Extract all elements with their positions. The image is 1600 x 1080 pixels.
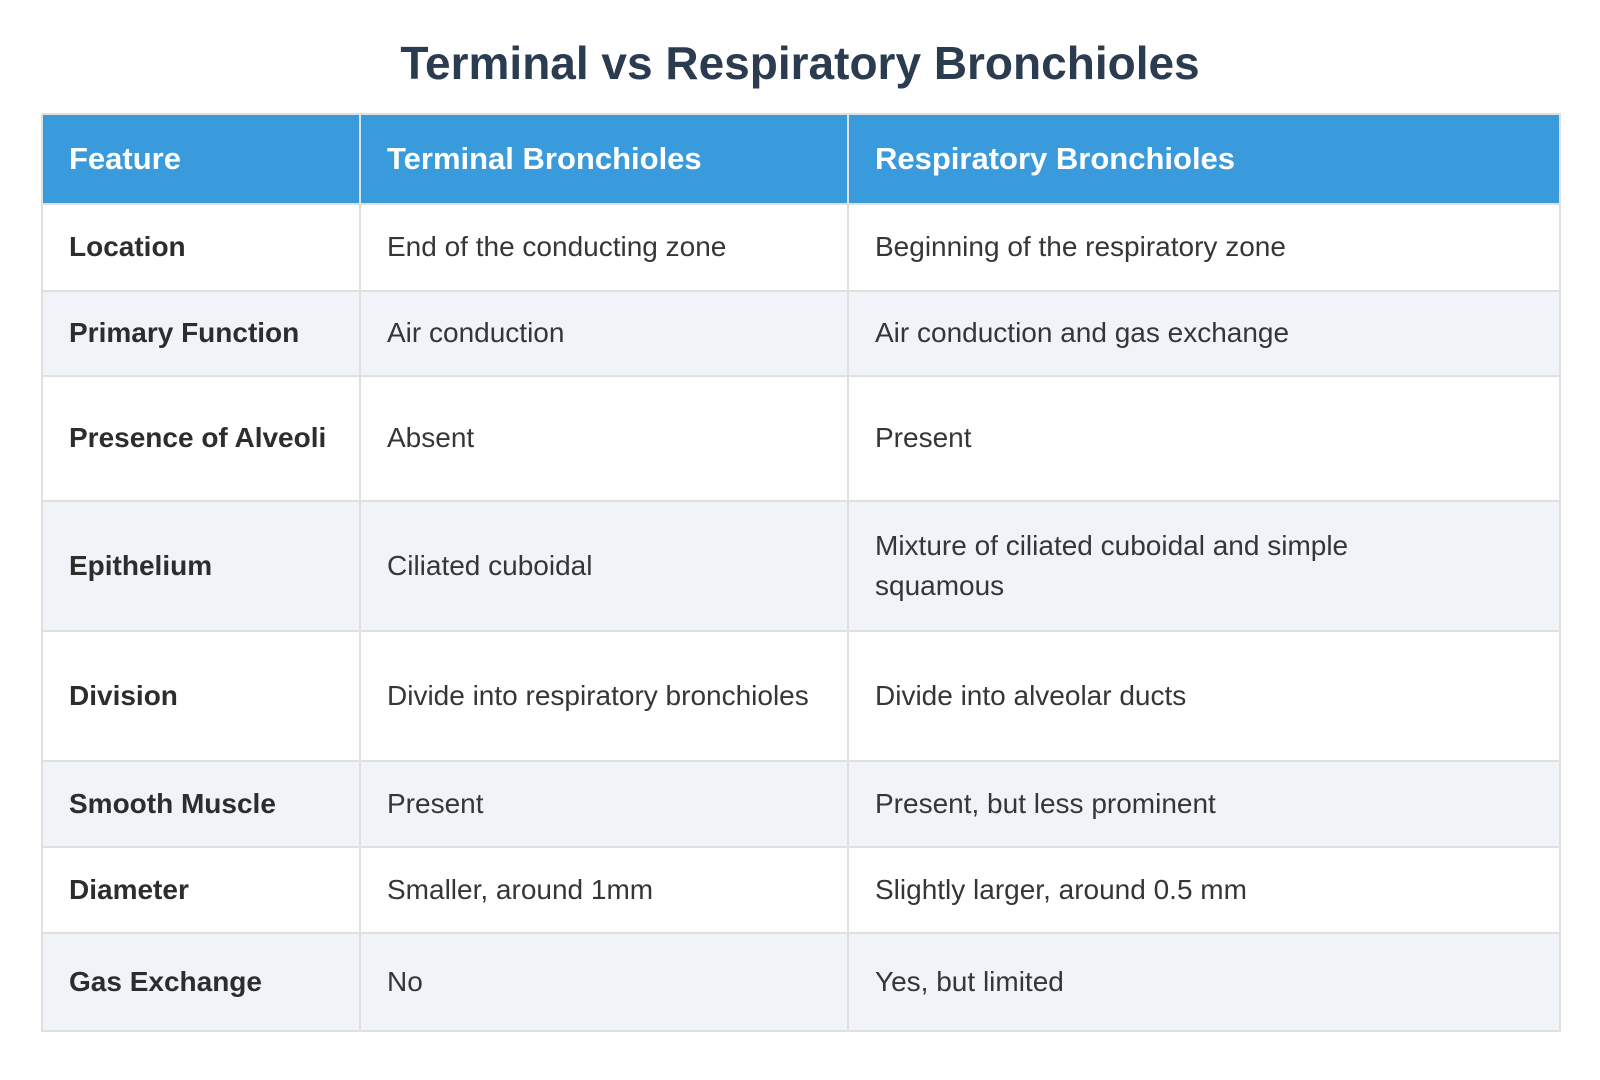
terminal-cell: No	[359, 932, 849, 1033]
respiratory-cell: Present, but less prominent	[847, 760, 1561, 849]
respiratory-cell: Slightly larger, around 0.5 mm	[847, 846, 1561, 935]
header-row: Feature Terminal Bronchioles Respiratory…	[41, 113, 1561, 206]
respiratory-cell: Mixture of ciliated cuboidal and simple …	[847, 500, 1561, 633]
feature-cell: Division	[41, 630, 361, 763]
respiratory-cell: Divide into alveolar ducts	[847, 630, 1561, 763]
feature-cell: Smooth Muscle	[41, 760, 361, 849]
respiratory-cell: Air conduction and gas exchange	[847, 290, 1561, 378]
table-row-smooth-muscle: Smooth Muscle Present Present, but less …	[41, 760, 1561, 849]
feature-cell: Diameter	[41, 846, 361, 935]
terminal-cell: Smaller, around 1mm	[359, 846, 849, 935]
feature-cell: Primary Function	[41, 290, 361, 378]
feature-cell: Epithelium	[41, 500, 361, 633]
terminal-cell: Air conduction	[359, 290, 849, 378]
terminal-cell: Absent	[359, 375, 849, 503]
respiratory-cell: Beginning of the respiratory zone	[847, 203, 1561, 293]
header-cell-terminal-bronchioles: Terminal Bronchioles	[359, 113, 849, 206]
terminal-cell: Divide into respiratory bronchioles	[359, 630, 849, 763]
respiratory-cell: Present	[847, 375, 1561, 503]
table-row-presence-of-alveoli: Presence of Alveoli Absent Present	[41, 375, 1561, 503]
table-row-gas-exchange: Gas Exchange No Yes, but limited	[41, 932, 1561, 1033]
feature-cell: Gas Exchange	[41, 932, 361, 1033]
terminal-cell: Ciliated cuboidal	[359, 500, 849, 633]
table-row-diameter: Diameter Smaller, around 1mm Slightly la…	[41, 846, 1561, 935]
table-row-division: Division Divide into respiratory bronchi…	[41, 630, 1561, 763]
table-row-location: Location End of the conducting zone Begi…	[41, 203, 1561, 293]
header-cell-respiratory-bronchioles: Respiratory Bronchioles	[847, 113, 1561, 206]
comparison-table: Feature Terminal Bronchioles Respiratory…	[41, 113, 1561, 1033]
table-row-primary-function: Primary Function Air conduction Air cond…	[41, 290, 1561, 378]
page-title: Terminal vs Respiratory Bronchioles	[400, 37, 1200, 89]
table-row-epithelium: Epithelium Ciliated cuboidal Mixture of …	[41, 500, 1561, 633]
respiratory-cell: Yes, but limited	[847, 932, 1561, 1033]
feature-cell: Location	[41, 203, 361, 293]
terminal-cell: Present	[359, 760, 849, 849]
terminal-cell: End of the conducting zone	[359, 203, 849, 293]
feature-cell: Presence of Alveoli	[41, 375, 361, 503]
header-cell-feature: Feature	[41, 113, 361, 206]
